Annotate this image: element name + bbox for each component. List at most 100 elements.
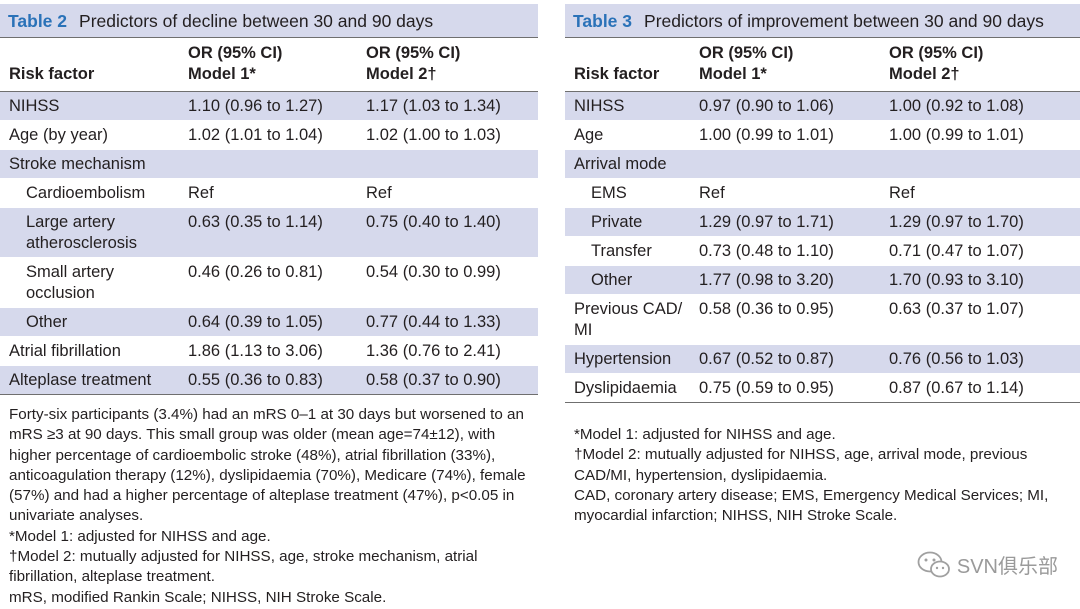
risk-factor-cell: Other xyxy=(591,271,633,289)
table-2-footnotes: Forty-six participants (3.4%) had an mRS… xyxy=(0,395,538,608)
model-1-cell: 0.67 (0.52 to 0.87) xyxy=(699,350,834,368)
model-1-cell: 0.64 (0.39 to 1.05) xyxy=(188,313,323,331)
risk-factor-cell: Private xyxy=(591,213,643,231)
model-2-cell: Ref xyxy=(889,184,915,202)
model-2-cell: 1.02 (1.00 to 1.03) xyxy=(366,126,501,144)
footnote: mRS, modified Rankin Scale; NIHSS, NIH S… xyxy=(9,588,387,606)
table-3-title: Predictors of improvement between 30 and… xyxy=(644,11,1044,31)
risk-factor-cell: NIHSS xyxy=(574,97,625,115)
table-3-number: Table 3 xyxy=(573,11,633,31)
model-1-cell: 1.77 (0.98 to 3.20) xyxy=(699,271,834,289)
header-risk-factor: Risk factor xyxy=(9,65,95,83)
risk-factor-cell: EMS xyxy=(591,184,627,202)
model-2-cell: 1.00 (0.92 to 1.08) xyxy=(889,97,1024,115)
model-2-cell: 0.76 (0.56 to 1.03) xyxy=(889,350,1024,368)
table-row: Age 1.00 (0.99 to 1.01) 1.00 (0.99 to 1.01… xyxy=(565,121,1080,150)
model-1-cell: 0.97 (0.90 to 1.06) xyxy=(699,97,834,115)
model-1-cell: Ref xyxy=(188,184,214,202)
model-2-cell: 0.77 (0.44 to 1.33) xyxy=(366,313,501,331)
footnote: †Model 2: mutually adjusted for NIHSS, a… xyxy=(574,446,1028,484)
model-1-cell: 1.29 (0.97 to 1.71) xyxy=(699,213,834,231)
table-row: Other 0.64 (0.39 to 1.05) 0.77 (0.44 to 1.… xyxy=(0,307,538,337)
risk-factor-cell: Other xyxy=(26,313,68,331)
table-2-title: Predictors of decline between 30 and 90 … xyxy=(79,11,434,31)
table-row: Atrial fibrillation 1.86 (1.13 to 3.06) 1.… xyxy=(0,337,538,366)
model-2-cell: 1.17 (1.03 to 1.34) xyxy=(366,97,501,115)
table-2: Table 2 Predictors of decline between 30 … xyxy=(0,4,538,608)
model-2-cell: 0.75 (0.40 to 1.40) xyxy=(366,213,501,231)
risk-factor-cell: Alteplase treatment xyxy=(9,371,152,389)
risk-factor-cell: Dyslipidaemia xyxy=(574,379,677,397)
risk-factor-cell: Age xyxy=(574,126,604,144)
risk-factor-cell: Small artery occlusion xyxy=(26,263,115,302)
risk-factor-cell: Atrial fibrillation xyxy=(9,342,121,360)
model-2-cell: 0.71 (0.47 to 1.07) xyxy=(889,242,1024,260)
table-row: Alteplase treatment 0.55 (0.36 to 0.83) 0.… xyxy=(0,365,538,395)
table-row: Other 1.77 (0.98 to 3.20) 1.70 (0.93 to 3.… xyxy=(565,265,1080,295)
table-row: Dyslipidaemia 0.75 (0.59 to 0.95) 0.87 (0.… xyxy=(565,374,1080,403)
watermark: SVN俱乐部 xyxy=(917,550,1058,579)
table-2-header-row: Risk factor OR (95% CI) Model 1* OR (95% … xyxy=(0,38,538,92)
model-1-cell: 0.46 (0.26 to 0.81) xyxy=(188,263,323,281)
wechat-icon xyxy=(917,551,950,577)
risk-factor-cell: Cardioembolism xyxy=(26,184,146,202)
model-2-cell: 1.00 (0.99 to 1.01) xyxy=(889,126,1024,144)
header-model-1-line2: Model 1* xyxy=(699,65,767,83)
header-model-1: OR (95% CI) Model 1* xyxy=(188,38,366,92)
column-divider xyxy=(551,0,552,609)
model-1-cell: 0.73 (0.48 to 1.10) xyxy=(699,242,834,260)
model-2-cell: 0.63 (0.37 to 1.07) xyxy=(889,300,1024,318)
table-row: Small artery occlusion 0.46 (0.26 to 0.81… xyxy=(0,258,538,308)
header-model-2-line2: Model 2† xyxy=(889,65,960,83)
table-row: NIHSS 1.10 (0.96 to 1.27) 1.17 (1.03 to 1.… xyxy=(0,91,538,121)
header-model-2: OR (95% CI) Model 2† xyxy=(889,38,1080,92)
model-1-cell: Ref xyxy=(699,184,725,202)
model-1-cell: 0.63 (0.35 to 1.14) xyxy=(188,213,323,231)
table-2-number: Table 2 xyxy=(8,11,68,31)
model-1-cell: 0.58 (0.36 to 0.95) xyxy=(699,300,834,318)
header-risk-factor: Risk factor xyxy=(574,65,660,83)
model-1-cell: 1.86 (1.13 to 3.06) xyxy=(188,342,323,360)
risk-factor-cell: Large artery atherosclerosis xyxy=(26,213,137,252)
risk-factor-cell: Stroke mechanism xyxy=(9,155,146,173)
model-2-cell: 0.54 (0.30 to 0.99) xyxy=(366,263,501,281)
header-model-2-line1: OR (95% CI) xyxy=(889,44,984,62)
risk-factor-cell: Transfer xyxy=(591,242,652,260)
table-2-title-bar: Table 2 Predictors of decline between 30 … xyxy=(0,4,538,38)
table-row: Arrival mode xyxy=(565,149,1080,179)
table-3: Table 3 Predictors of improvement between… xyxy=(565,4,1080,527)
header-model-2: OR (95% CI) Model 2† xyxy=(366,38,538,92)
risk-factor-cell: Arrival mode xyxy=(574,155,667,173)
header-model-1-line1: OR (95% CI) xyxy=(188,44,283,62)
table-row: Transfer 0.73 (0.48 to 1.10) 0.71 (0.47 to… xyxy=(565,237,1080,266)
header-model-1-line2: Model 1* xyxy=(188,65,256,83)
footnote: *Model 1: adjusted for NIHSS and age. xyxy=(574,426,836,443)
table-2-grid: Risk factor OR (95% CI) Model 1* OR (95% … xyxy=(0,38,538,395)
risk-factor-cell: Previous CAD/ MI xyxy=(574,300,683,339)
header-model-1-line1: OR (95% CI) xyxy=(699,44,794,62)
table-row: Cardioembolism Ref Ref xyxy=(0,179,538,208)
table-row: EMS Ref Ref xyxy=(565,179,1080,208)
header-model-2-line2: Model 2† xyxy=(366,65,437,83)
header-model-1: OR (95% CI) Model 1* xyxy=(699,38,889,92)
table-row: Large artery atherosclerosis 0.63 (0.35 t… xyxy=(0,207,538,258)
model-1-cell: 0.75 (0.59 to 0.95) xyxy=(699,379,834,397)
table-row: Hypertension 0.67 (0.52 to 0.87) 0.76 (0.5… xyxy=(565,344,1080,374)
model-1-cell: 1.00 (0.99 to 1.01) xyxy=(699,126,834,144)
table-row: Previous CAD/ MI 0.58 (0.36 to 0.95) 0.63 … xyxy=(565,295,1080,345)
table-row: Age (by year) 1.02 (1.01 to 1.04) 1.02 (1.… xyxy=(0,121,538,150)
model-2-cell: Ref xyxy=(366,184,392,202)
footnote: Forty-six participants (3.4%) had an mRS… xyxy=(9,406,526,525)
table-3-title-bar: Table 3 Predictors of improvement between… xyxy=(565,4,1080,38)
table-row: Private 1.29 (0.97 to 1.71) 1.29 (0.97 to … xyxy=(565,207,1080,237)
table-3-footnotes: *Model 1: adjusted for NIHSS and age. †M… xyxy=(565,403,1080,526)
model-2-cell: 0.58 (0.37 to 0.90) xyxy=(366,371,501,389)
header-model-2-line1: OR (95% CI) xyxy=(366,44,461,62)
risk-factor-cell: Hypertension xyxy=(574,350,672,368)
model-1-cell: 1.02 (1.01 to 1.04) xyxy=(188,126,323,144)
footnote: CAD, coronary artery disease; EMS, Emerg… xyxy=(574,486,1049,525)
table-3-grid: Risk factor OR (95% CI) Model 1* OR (95% … xyxy=(565,38,1080,403)
table-3-header-row: Risk factor OR (95% CI) Model 1* OR (95% … xyxy=(565,38,1080,92)
table-row: NIHSS 0.97 (0.90 to 1.06) 1.00 (0.92 to 1.… xyxy=(565,91,1080,121)
watermark-text: SVN俱乐部 xyxy=(956,556,1058,578)
